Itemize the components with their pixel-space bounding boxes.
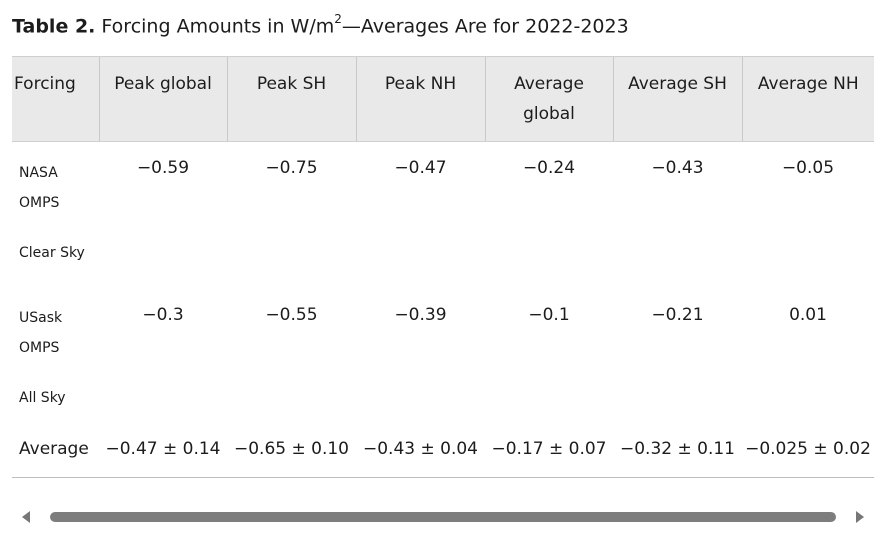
- horizontal-scrollbar[interactable]: [12, 505, 874, 529]
- row-label-spacer: [19, 218, 99, 238]
- header-peak-sh: Peak SH: [226, 56, 356, 142]
- table-cell: −0.55: [265, 304, 318, 325]
- row-label-line: USask: [19, 309, 63, 326]
- table-cell: −0.025 ± 0.02: [742, 420, 874, 478]
- table-cell: −0.17 ± 0.07: [485, 420, 613, 478]
- table-cell: −0.32 ± 0.11: [613, 420, 742, 478]
- header-forcing: Forcing: [12, 56, 99, 142]
- row-label-line: OMPS: [19, 195, 60, 211]
- table-cell: −0.21: [651, 304, 704, 325]
- table-cell: −0.47 ± 0.14: [99, 420, 227, 478]
- forcing-table: Forcing Peak global Peak SH Peak NH Aver…: [12, 56, 874, 478]
- header-peak-nh: Peak NH: [355, 56, 485, 142]
- table-cell: −0.24: [522, 158, 576, 178]
- table-cell: −0.39: [394, 304, 447, 325]
- header-average-sh: Average SH: [612, 56, 742, 142]
- row-label-line: NASA: [19, 165, 58, 181]
- header-peak-global: Peak global: [98, 56, 227, 142]
- table-cell: −0.75: [265, 158, 318, 178]
- table-row-average: Average −0.47 ± 0.14 −0.65 ± 0.10 −0.43 …: [12, 420, 874, 478]
- table-cell: −0.1: [528, 304, 570, 325]
- arrow-left-icon[interactable]: [22, 511, 30, 523]
- table-header-row: Forcing Peak global Peak SH Peak NH Aver…: [12, 56, 874, 142]
- arrow-right-icon[interactable]: [856, 511, 864, 523]
- caption-text: Forcing Amounts in W/m: [95, 15, 335, 38]
- row-label: Average: [12, 420, 99, 478]
- row-label: USask OMPS All Sky: [12, 287, 99, 421]
- table-cell: −0.43: [651, 158, 704, 178]
- table-cell: −0.05: [781, 158, 835, 178]
- table-cell: −0.47: [394, 158, 447, 178]
- header-average-nh: Average NH: [741, 56, 874, 142]
- scrollbar-thumb[interactable]: [50, 512, 836, 522]
- row-label-line: OMPS: [19, 339, 60, 356]
- caption-label: Table 2.: [12, 15, 96, 38]
- table-cell: 0.01: [789, 304, 827, 325]
- table-cell: −0.59: [136, 158, 190, 178]
- table-row: NASA OMPS Clear Sky −0.59 −0.75 −0.47 −0…: [12, 142, 874, 287]
- row-label-spacer: [19, 363, 99, 383]
- table-caption: Table 2. Forcing Amounts in W/m2—Average…: [12, 8, 629, 39]
- table-cell: −0.43 ± 0.04: [356, 420, 485, 478]
- table-cell: −0.65 ± 0.10: [227, 420, 356, 478]
- caption-text-end: —Averages Are for 2022-2023: [341, 15, 629, 38]
- table-cell: −0.3: [142, 304, 184, 325]
- row-label-line: Clear Sky: [19, 245, 85, 261]
- header-average-global: Average global: [484, 56, 613, 142]
- row-label: NASA OMPS Clear Sky: [12, 142, 99, 287]
- row-label-line: All Sky: [19, 389, 66, 406]
- table-row: USask OMPS All Sky −0.3 −0.55 −0.39 −0.1…: [12, 287, 874, 421]
- caption-superscript: 2: [334, 12, 342, 26]
